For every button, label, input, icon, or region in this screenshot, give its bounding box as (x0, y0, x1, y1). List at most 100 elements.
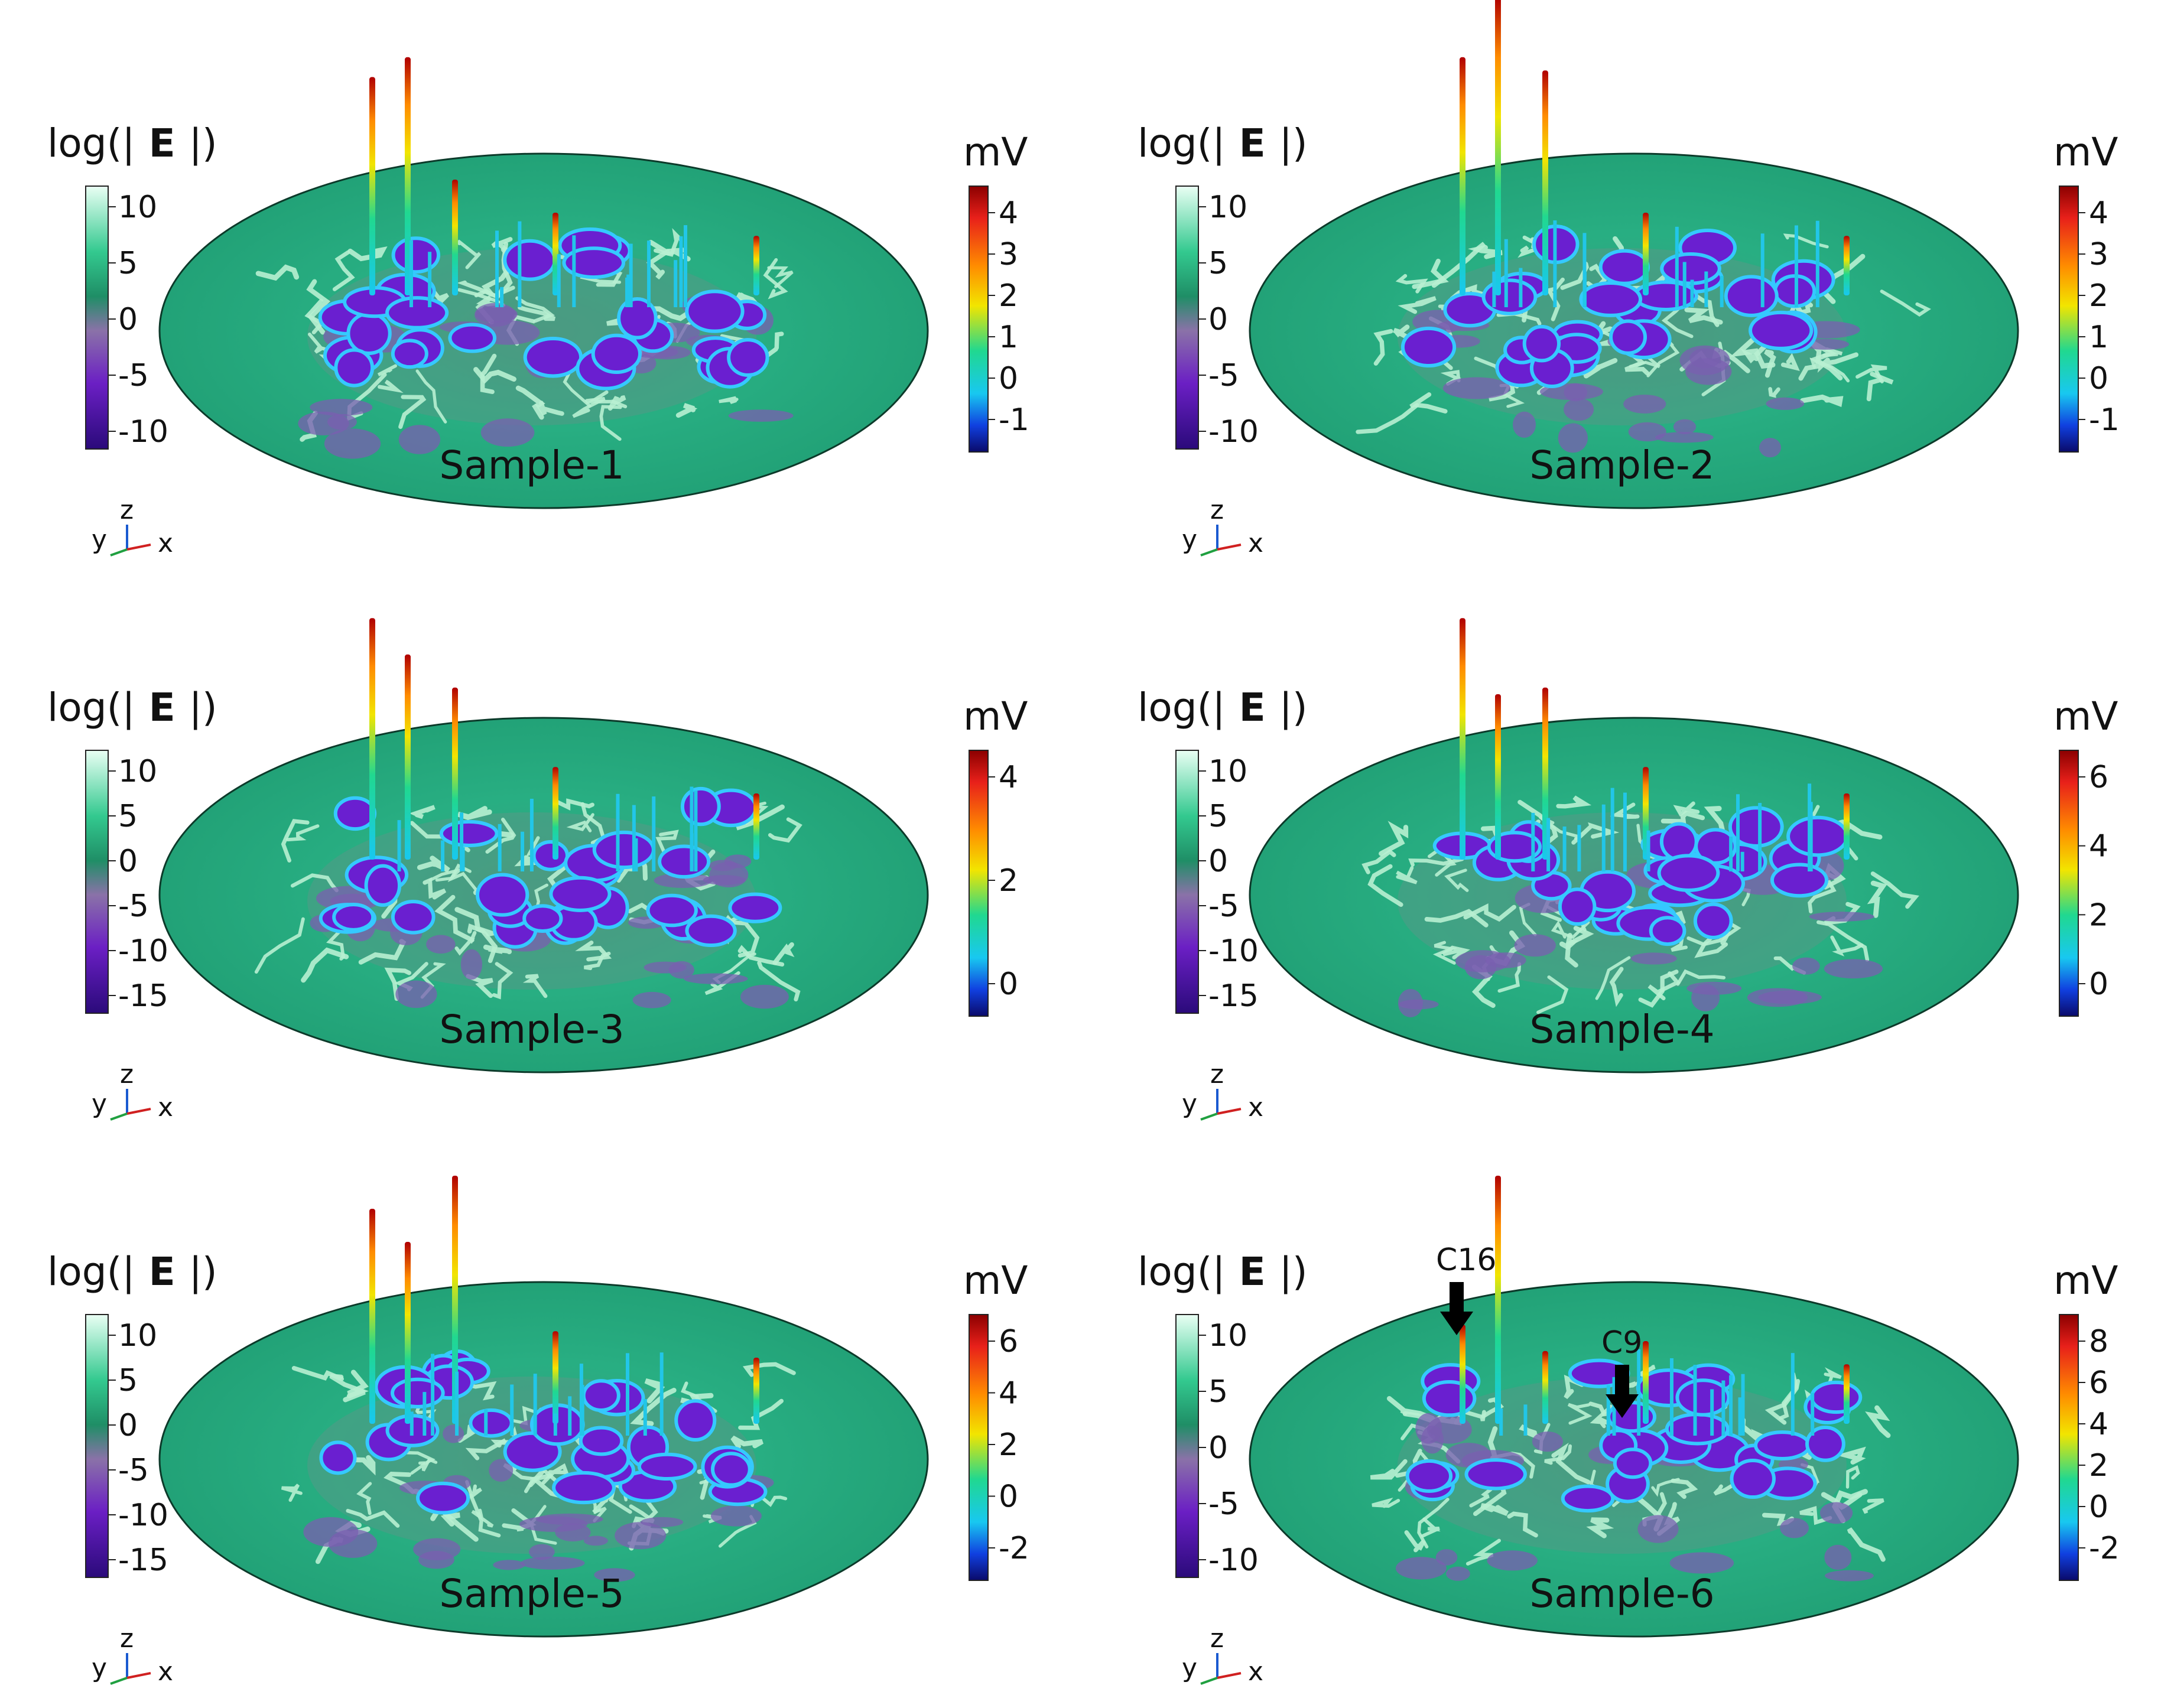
minor-spike (1758, 803, 1762, 871)
efield-tick-label: -10 (118, 933, 168, 969)
minor-spike (572, 235, 576, 307)
vessel-branch (1356, 403, 1419, 434)
cell-body (1786, 815, 1849, 857)
cell-body (439, 819, 499, 847)
minor-spike (518, 221, 522, 307)
x-axis-arrow (126, 1108, 151, 1115)
voltage-spike (1495, 1176, 1501, 1424)
vessel-branch (750, 1487, 788, 1507)
vessel-branch (646, 249, 670, 280)
vessel-branch (1408, 857, 1464, 867)
minor-spike (460, 812, 464, 871)
voltage-spike (1643, 1341, 1649, 1424)
efield-tick-label: -15 (1208, 978, 1259, 1014)
minor-spike (1504, 239, 1508, 307)
vessel-branch (541, 1463, 569, 1485)
annotation-arrow-icon (1440, 1282, 1473, 1335)
minor-spike (553, 1413, 557, 1436)
panel-label: Sample-1 (439, 443, 624, 488)
minor-spike (533, 1374, 537, 1436)
low-field-patch (1824, 1544, 1852, 1570)
vessel-branch (1660, 810, 1705, 824)
voltage-spike (452, 180, 458, 295)
low-field-patch (1780, 1518, 1809, 1538)
minor-spike (1811, 1393, 1815, 1436)
minor-spike (634, 838, 638, 871)
vessel-branch (346, 1508, 400, 1528)
cell-body (549, 876, 612, 912)
minor-spike (1669, 1358, 1673, 1436)
low-field-patch (1628, 422, 1666, 442)
vessel-branch (763, 258, 788, 300)
cell-body (592, 830, 655, 870)
vessel-branch (398, 395, 427, 430)
cell-body (1481, 278, 1538, 315)
mv-colorbar (2059, 186, 2079, 453)
vessel-branch (1556, 795, 1592, 809)
minor-spike (461, 847, 465, 871)
vessel-branch (757, 961, 801, 1002)
cell-body (685, 914, 737, 948)
vessel-branch (423, 877, 447, 900)
minor-spike (1790, 1353, 1795, 1436)
vessel-branch (1469, 1487, 1493, 1508)
vessel-branch (1372, 1497, 1400, 1508)
efield-tick-label: -15 (118, 1543, 168, 1578)
vessel-branch (575, 941, 612, 962)
cell-body (581, 1379, 620, 1413)
vessel-branch (1764, 349, 1776, 378)
vessel-branch (1880, 289, 1931, 317)
cell-body (448, 323, 497, 353)
x-axis-letter: x (1248, 1657, 1263, 1687)
y-axis-letter: y (1182, 1089, 1197, 1119)
cell-body (680, 786, 721, 827)
vessel-branch (1409, 392, 1448, 414)
vessel-branch (1373, 328, 1393, 366)
minor-spike (428, 252, 432, 307)
cell-body (319, 1440, 357, 1475)
minor-spike (674, 260, 678, 307)
vessel-branch (457, 806, 492, 821)
vessel-branch (1684, 307, 1723, 325)
mv-tick-label: 0 (2089, 967, 2108, 1002)
vessel-branch (1800, 394, 1844, 408)
minor-spike (1601, 804, 1606, 871)
vessel-branch (1862, 1498, 1884, 1514)
cell-body (591, 333, 642, 374)
cell-body (469, 1408, 514, 1438)
efield-tick-label: 5 (118, 799, 138, 834)
y-axis-letter: y (92, 1089, 107, 1119)
mv-colorbar (969, 1314, 989, 1581)
cell-body (1805, 1426, 1845, 1462)
vessel-branch (1809, 357, 1850, 383)
vessel-branch (630, 1388, 677, 1426)
vessel-branch (301, 947, 349, 983)
minor-spike (1720, 275, 1724, 307)
low-field-patch (1825, 1570, 1874, 1582)
vessel-branch (1730, 335, 1776, 369)
vessel-branch (1676, 969, 1726, 986)
low-field-patch (1809, 912, 1874, 922)
mv-colorbar (969, 186, 989, 453)
voltage-spike (553, 213, 558, 295)
vessel-branch (304, 298, 325, 334)
cell-body (391, 339, 428, 369)
cell-body (674, 1399, 717, 1442)
efield-tick-label: 0 (1208, 302, 1228, 337)
vessel-branch (1497, 962, 1522, 993)
voltage-spike (369, 618, 375, 860)
vessel-branch (1808, 873, 1837, 914)
cell-body (333, 796, 377, 831)
low-field-patch (1824, 959, 1883, 979)
vessel-branch (534, 401, 564, 416)
y-axis-letter: y (1182, 1653, 1197, 1683)
vessel-branch (290, 873, 339, 893)
vessel-branch (1845, 1465, 1860, 1489)
z-axis-letter: z (120, 1624, 134, 1654)
minor-spike (1492, 271, 1496, 307)
low-field-patch (583, 1535, 608, 1546)
vessel-branch (767, 266, 794, 288)
cell-body (532, 840, 569, 871)
y-axis-arrow (110, 548, 128, 557)
vessel-branch (1586, 1517, 1614, 1538)
